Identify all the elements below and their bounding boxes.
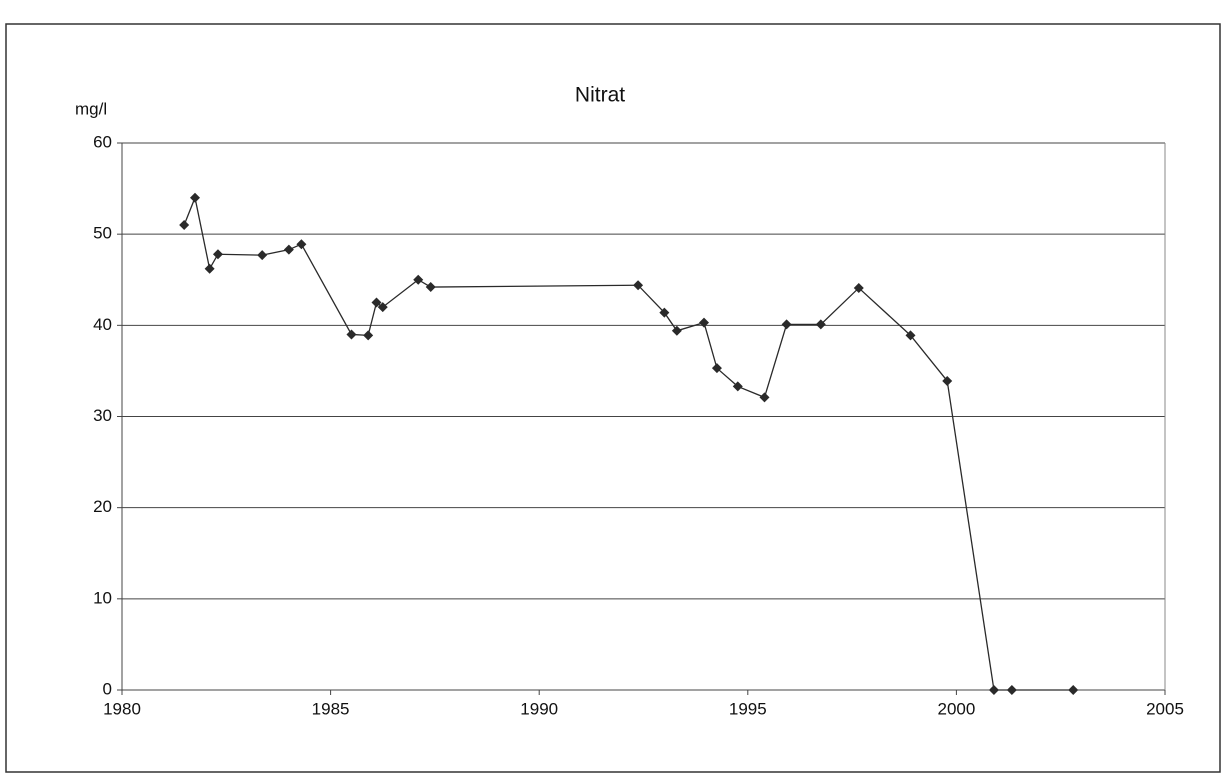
y-axis-label: mg/l	[75, 99, 107, 118]
chart-frame	[5, 23, 1221, 773]
data-marker	[942, 375, 953, 386]
data-marker	[633, 280, 644, 291]
data-marker	[204, 263, 215, 274]
data-marker	[853, 282, 864, 293]
data-marker	[346, 329, 357, 340]
data-marker	[377, 302, 388, 313]
y-tick-label: 20	[93, 497, 112, 516]
data-marker	[212, 249, 223, 260]
data-marker	[413, 274, 424, 285]
x-tick-label: 2005	[1146, 699, 1184, 718]
data-marker	[671, 325, 682, 336]
data-marker	[988, 685, 999, 695]
data-marker	[759, 392, 770, 403]
data-marker	[283, 244, 294, 255]
y-tick-label: 40	[93, 315, 112, 334]
y-tick-label: 30	[93, 406, 112, 425]
data-marker	[1006, 685, 1017, 695]
y-tick-label: 50	[93, 224, 112, 243]
data-marker	[781, 319, 792, 330]
y-tick-label: 10	[93, 588, 112, 607]
x-tick-label: 2000	[937, 699, 975, 718]
y-tick-label: 60	[93, 132, 112, 151]
data-marker	[363, 330, 374, 341]
data-marker	[1068, 685, 1079, 695]
data-marker	[371, 297, 382, 308]
data-marker	[179, 220, 190, 231]
x-tick-label: 1995	[729, 699, 767, 718]
x-tick-label: 1985	[312, 699, 350, 718]
data-marker	[296, 239, 307, 250]
x-tick-label: 1980	[103, 699, 141, 718]
x-tick-label: 1990	[520, 699, 558, 718]
data-marker	[257, 250, 268, 261]
data-marker	[698, 317, 709, 328]
data-marker	[659, 307, 670, 318]
data-marker	[732, 381, 743, 392]
chart-title: Nitrat	[575, 84, 625, 107]
data-marker	[711, 363, 722, 374]
data-marker	[815, 319, 826, 330]
data-marker	[190, 192, 201, 203]
data-marker	[905, 330, 916, 341]
data-marker	[425, 282, 436, 293]
data-line	[183, 195, 1074, 691]
y-tick-label: 0	[103, 679, 112, 698]
